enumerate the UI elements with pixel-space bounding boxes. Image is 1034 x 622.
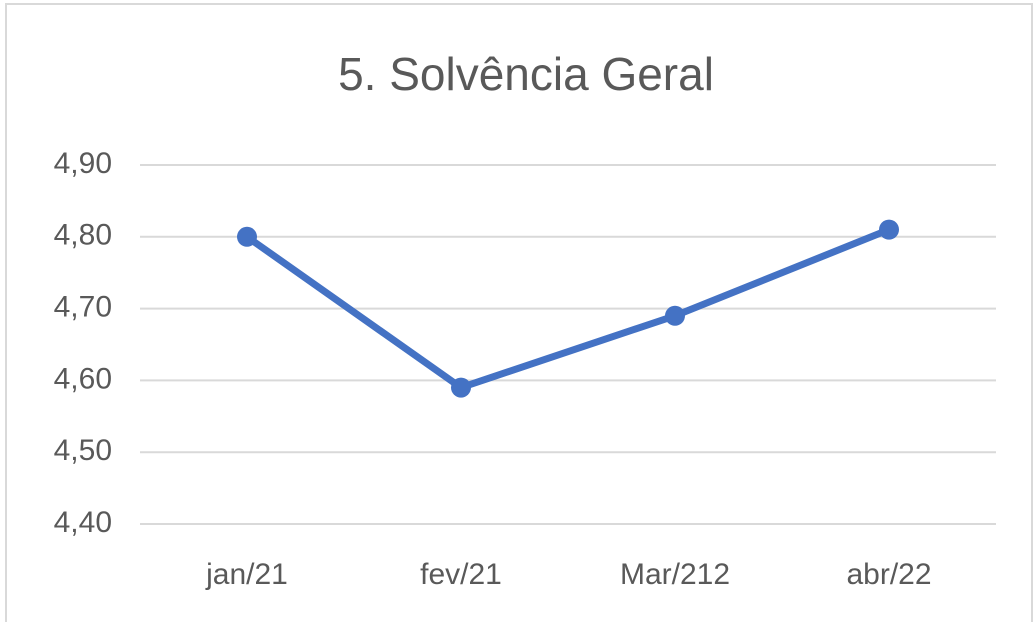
x-tick-label: abr/22 — [846, 558, 931, 591]
y-tick-label: 4,80 — [54, 219, 112, 252]
y-tick-label: 4,60 — [54, 362, 112, 395]
marker — [237, 226, 257, 247]
x-tick-label: fev/21 — [420, 558, 502, 591]
marker — [451, 377, 471, 398]
chart-title: 5. Solvência Geral — [338, 48, 714, 100]
y-tick-label: 4,90 — [54, 147, 112, 180]
x-tick-label: jan/21 — [205, 558, 288, 591]
marker — [879, 219, 899, 240]
marker — [665, 305, 685, 326]
y-tick-label: 4,50 — [54, 434, 112, 467]
y-tick-label: 4,70 — [54, 291, 112, 324]
x-tick-label: Mar/212 — [620, 558, 730, 591]
chart-border — [5, 3, 1033, 622]
y-tick-label: 4,40 — [54, 506, 112, 539]
line — [244, 226, 891, 392]
